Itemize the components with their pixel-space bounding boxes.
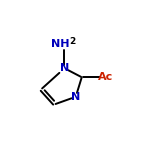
Text: N: N (60, 63, 69, 73)
Text: Ac: Ac (98, 72, 114, 82)
Text: N: N (71, 92, 80, 102)
Text: NH: NH (51, 39, 70, 49)
Text: 2: 2 (70, 37, 76, 46)
